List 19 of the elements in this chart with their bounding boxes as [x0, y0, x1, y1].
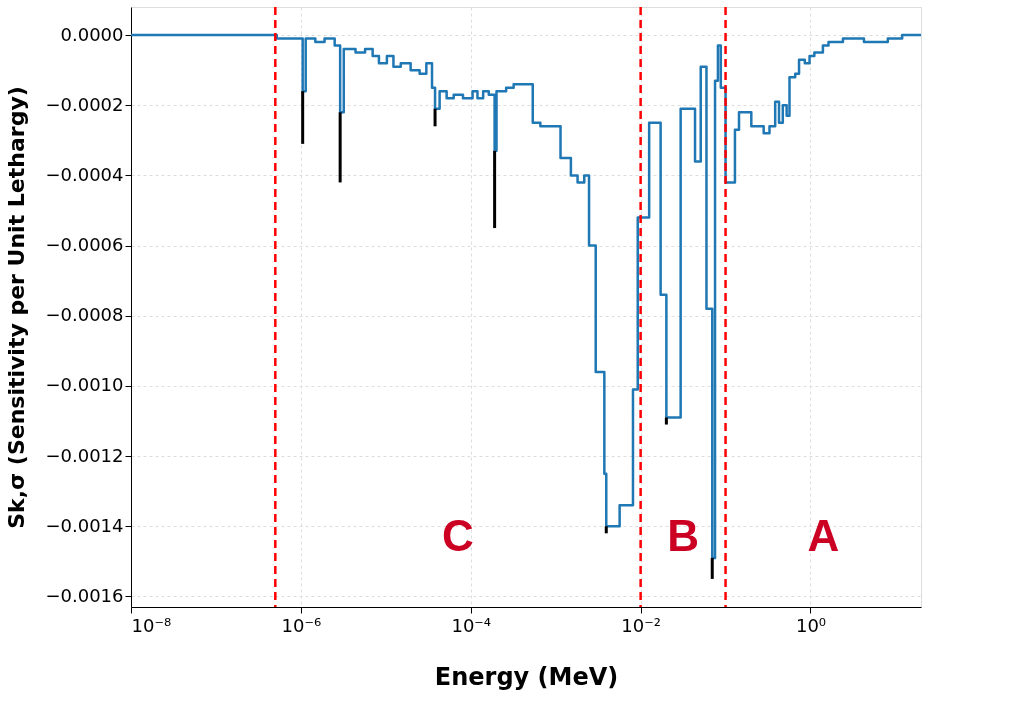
annotation: C [442, 511, 474, 560]
y-tick-label: −0.0016 [45, 584, 124, 606]
y-tick-label: 0.0000 [60, 23, 124, 45]
x-tick-label: 10⁻⁶ [281, 614, 322, 636]
annotation: B [667, 511, 699, 560]
annotation: A [807, 511, 840, 560]
y-tick-label: −0.0014 [45, 514, 124, 536]
y-axis-title: Sk,σ (Sensitivity per Unit Lethargy) [4, 86, 30, 529]
y-tick-label: −0.0002 [45, 93, 124, 115]
x-tick-label: 10⁻⁴ [451, 614, 492, 636]
x-tick-label: 10⁰ [795, 614, 827, 636]
y-tick-label: −0.0010 [45, 374, 124, 396]
x-axis-title: Energy (MeV) [434, 662, 619, 691]
y-tick-label: −0.0012 [45, 444, 124, 466]
y-tick-label: −0.0008 [45, 304, 124, 326]
x-tick-label: 10⁻⁸ [131, 614, 172, 636]
y-tick-label: −0.0006 [45, 234, 124, 256]
y-tick-label: −0.0004 [45, 163, 124, 185]
x-tick-label: 10⁻² [621, 614, 661, 636]
